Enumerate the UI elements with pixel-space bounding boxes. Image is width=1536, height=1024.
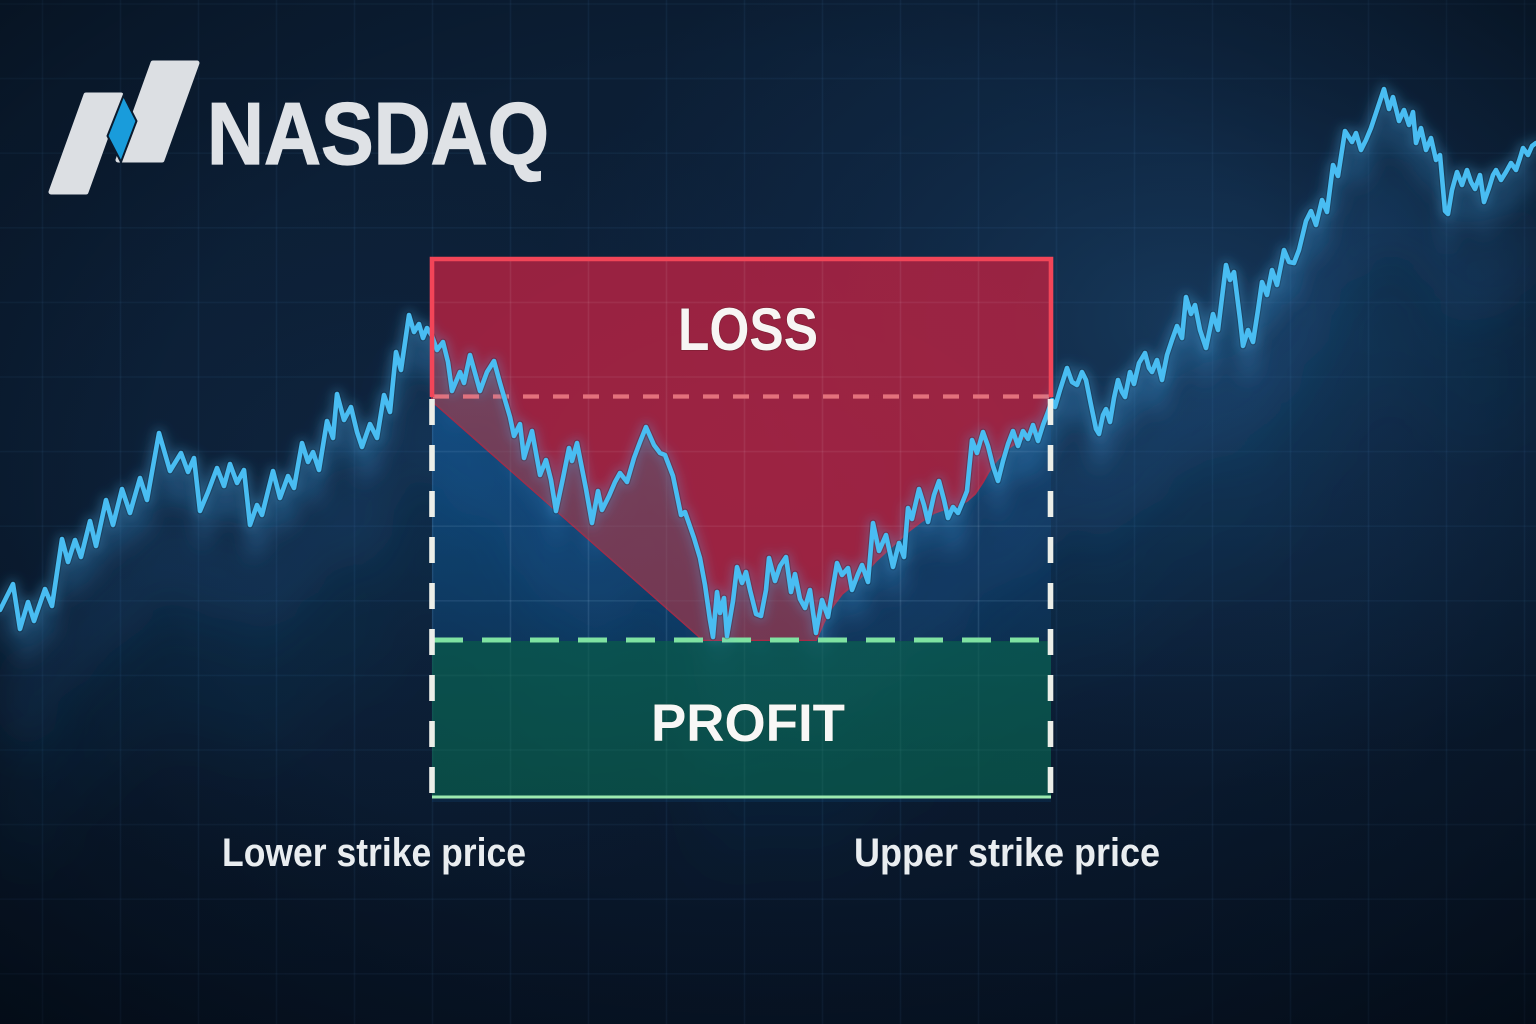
svg-text:Lower strike price: Lower strike price — [222, 831, 526, 875]
svg-text:NASDAQ: NASDAQ — [207, 84, 549, 183]
svg-text:PROFIT: PROFIT — [651, 694, 845, 753]
svg-text:LOSS: LOSS — [678, 296, 818, 363]
svg-text:Upper strike price: Upper strike price — [854, 831, 1160, 875]
